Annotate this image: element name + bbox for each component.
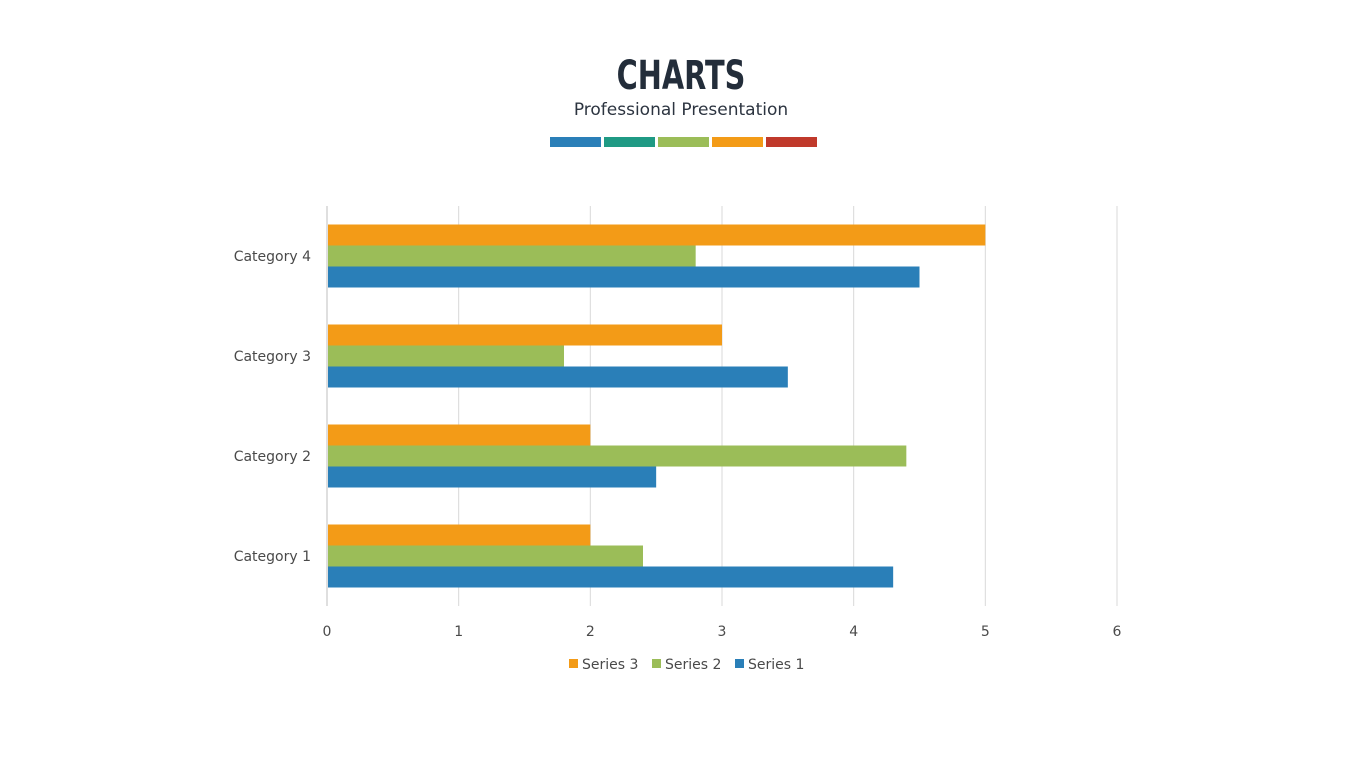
legend-label: Series 1	[748, 657, 804, 673]
bar	[328, 245, 696, 267]
bar	[328, 224, 986, 246]
bar	[328, 466, 657, 488]
bar	[328, 266, 920, 288]
bar	[328, 324, 722, 346]
color-swatch-3	[658, 137, 709, 147]
color-swatch-2	[604, 137, 655, 147]
x-tick-label: 2	[586, 624, 595, 640]
color-strip	[550, 137, 817, 147]
y-tick-label: Category 2	[234, 449, 311, 465]
y-tick-label: Category 1	[234, 549, 311, 565]
bar	[328, 445, 907, 467]
page-subtitle: Professional Presentation	[573, 100, 789, 120]
color-swatch-5	[766, 137, 817, 147]
legend-swatch	[735, 659, 744, 668]
legend-swatch	[652, 659, 661, 668]
color-swatch-1	[550, 137, 601, 147]
x-tick-label: 3	[718, 624, 727, 640]
legend-label: Series 2	[665, 657, 721, 673]
y-tick-label: Category 3	[234, 349, 311, 365]
bar	[328, 366, 788, 388]
x-tick-label: 0	[323, 624, 332, 640]
x-tick-label: 1	[454, 624, 463, 640]
page-title: CHARTS	[616, 53, 746, 99]
bar	[328, 524, 591, 546]
bar	[328, 545, 643, 567]
legend-label: Series 3	[582, 657, 638, 673]
x-tick-label: 4	[849, 624, 858, 640]
x-tick-label: 5	[981, 624, 990, 640]
y-tick-label: Category 4	[234, 249, 311, 265]
bar	[328, 345, 564, 367]
legend-swatch	[569, 659, 578, 668]
x-tick-label: 6	[1113, 624, 1122, 640]
bar	[328, 566, 894, 588]
color-swatch-4	[712, 137, 763, 147]
bar	[328, 424, 591, 446]
